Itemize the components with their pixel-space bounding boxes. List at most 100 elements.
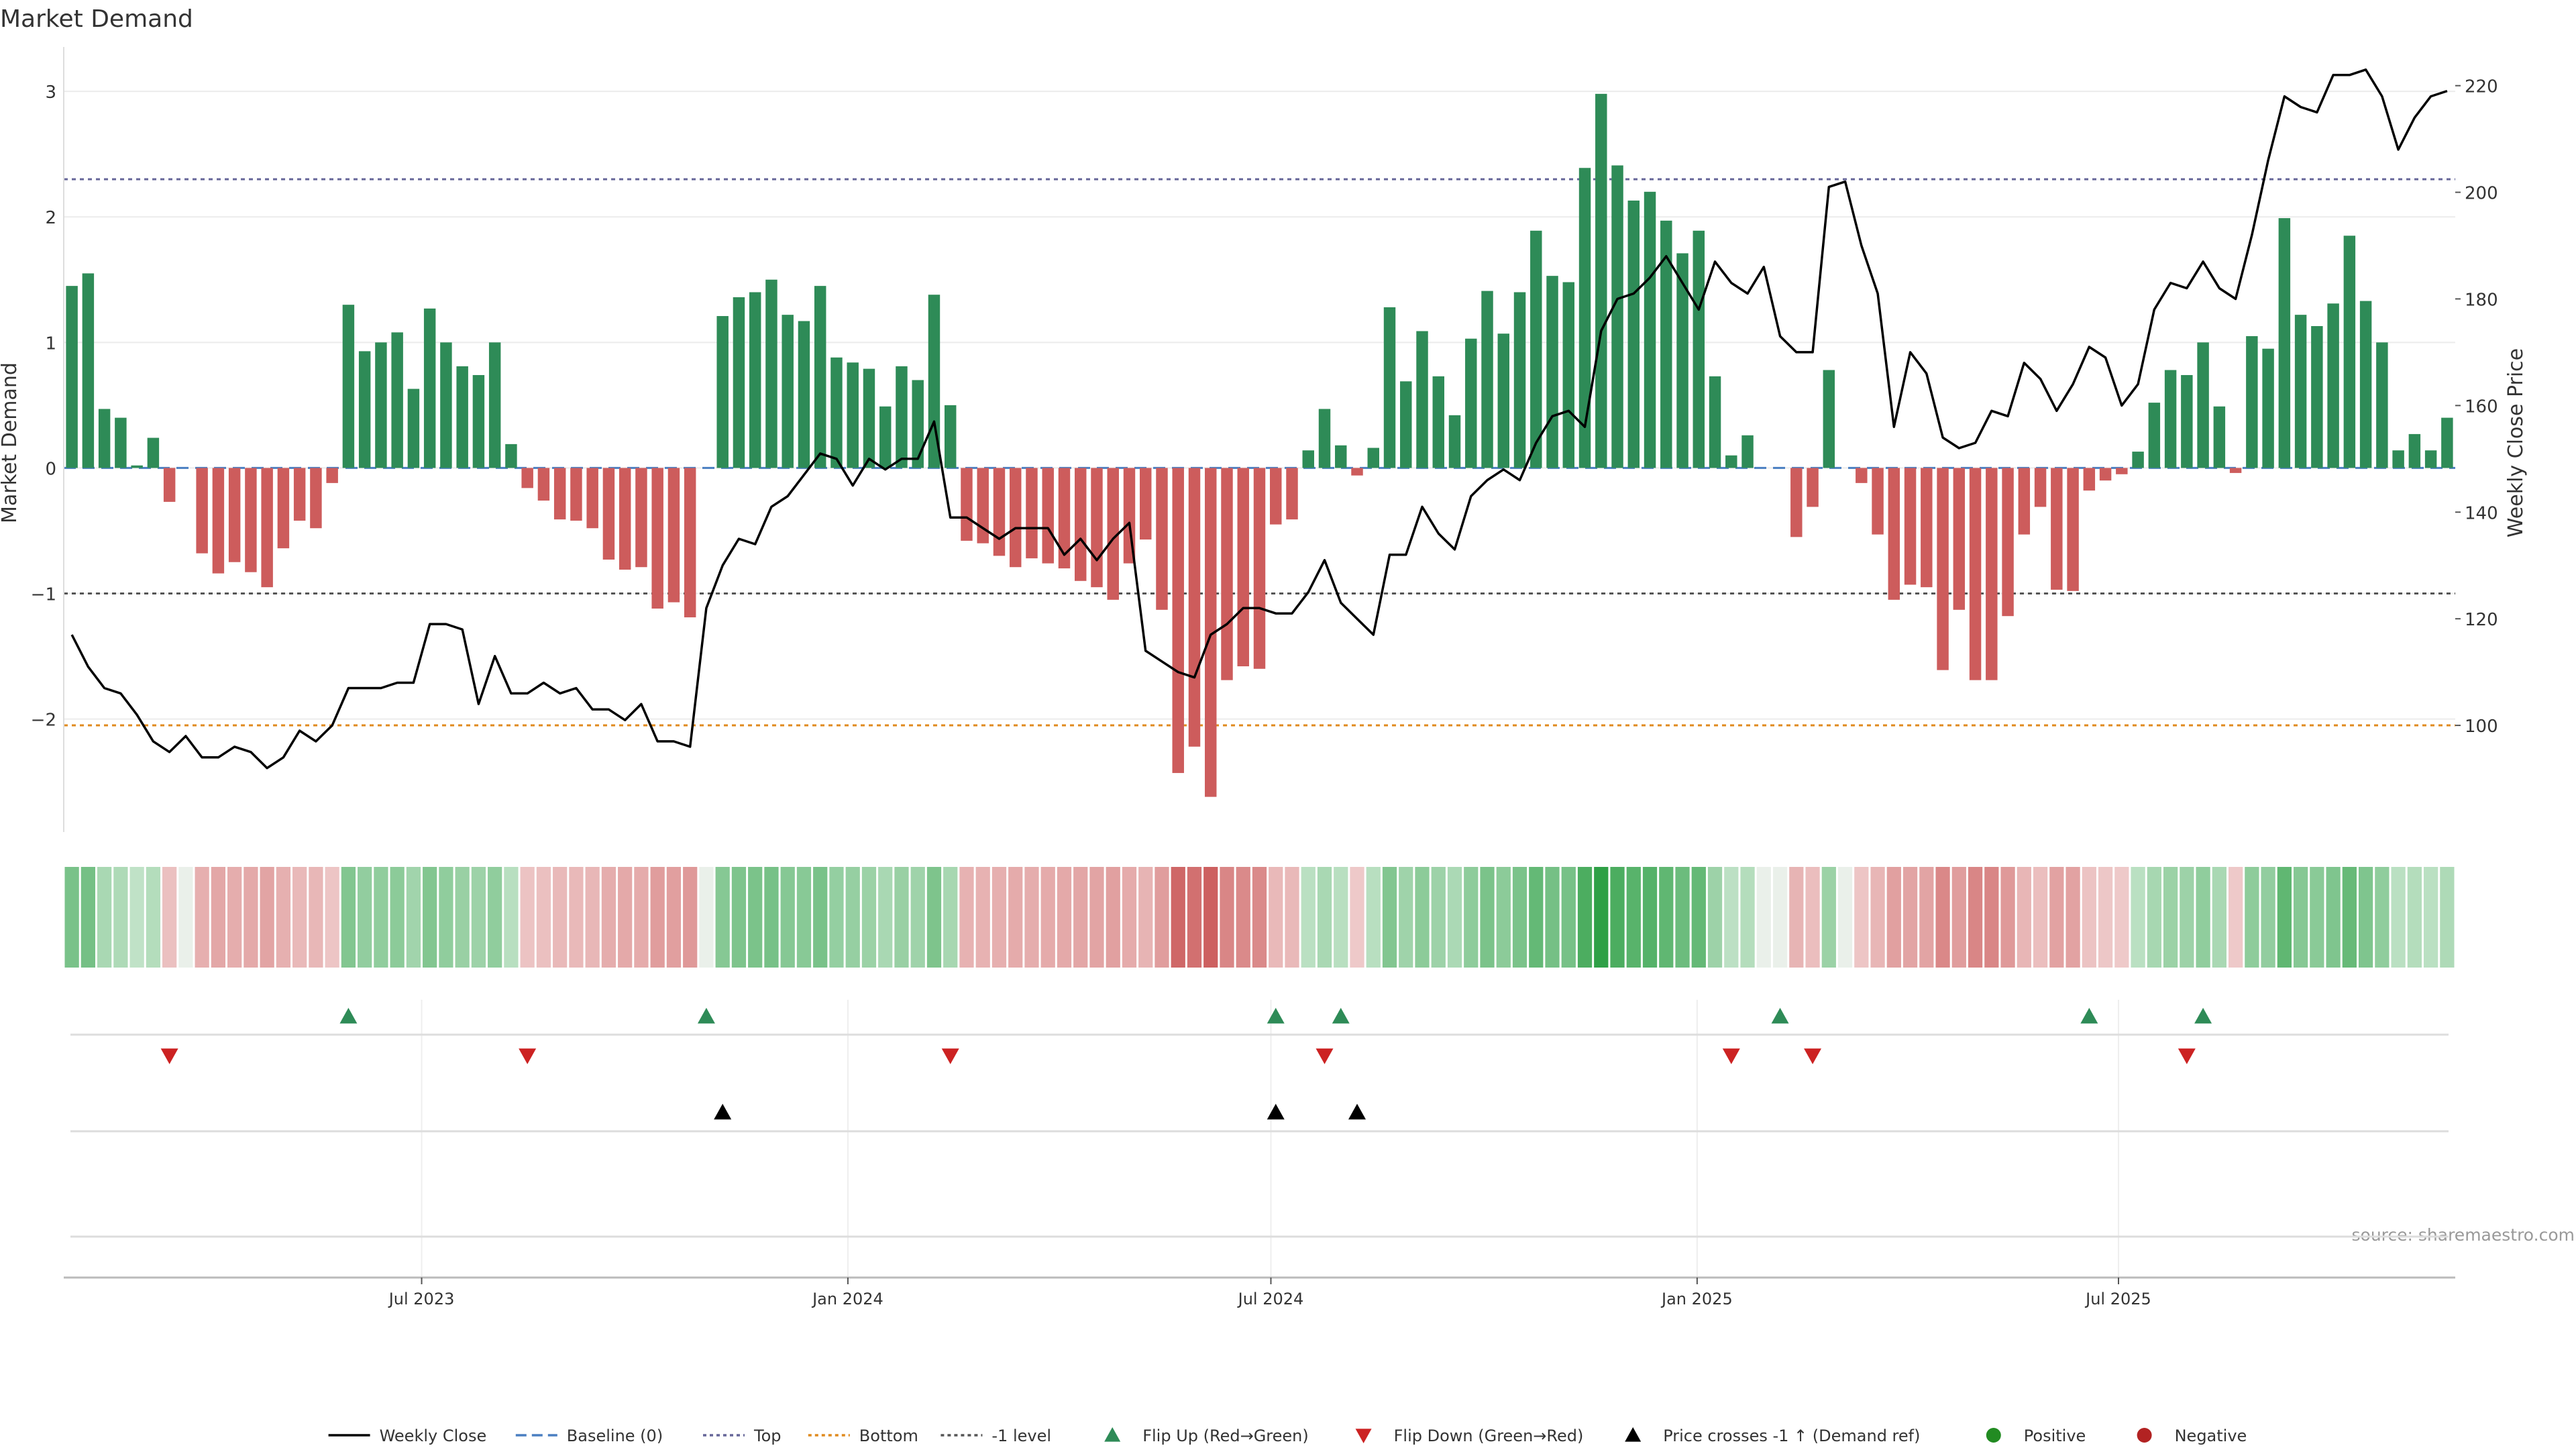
- demand-bar-positive: [407, 388, 420, 468]
- strip-cell: [829, 867, 844, 968]
- strip-cell: [1724, 867, 1739, 968]
- demand-bar-positive: [1448, 415, 1461, 468]
- demand-bar-positive: [505, 444, 517, 468]
- strip-cell: [1155, 867, 1169, 968]
- demand-bar-positive: [1432, 376, 1444, 468]
- demand-bar-negative: [521, 468, 533, 488]
- strip-cell: [1675, 867, 1690, 968]
- demand-bar-positive: [2132, 452, 2144, 468]
- chart-title: Market Demand: [0, 5, 193, 33]
- flip-up-marker: [1771, 1008, 1789, 1024]
- strip-cell: [260, 867, 274, 968]
- demand-bar-positive: [375, 342, 387, 468]
- strip-cell: [2245, 867, 2259, 968]
- strip-cell: [471, 867, 486, 968]
- strip-cell: [358, 867, 372, 968]
- strip-cell: [1902, 867, 1918, 968]
- price-cross-marker: [714, 1104, 732, 1120]
- demand-bar-negative: [1253, 468, 1266, 669]
- demand-bar-positive: [798, 321, 810, 468]
- demand-bar-positive: [1725, 455, 1737, 468]
- demand-bar-positive: [1383, 307, 1396, 468]
- demand-bar-negative: [1237, 468, 1249, 667]
- demand-bar-negative: [553, 468, 566, 520]
- strip-cell: [1837, 867, 1853, 968]
- strip-cell: [2407, 867, 2422, 968]
- strip-cell: [1252, 867, 1267, 968]
- price-cross-marker: [1348, 1104, 1366, 1120]
- legend--1-level-label: -1 level: [991, 1427, 1051, 1445]
- demand-bar-negative: [261, 468, 273, 588]
- demand-bar-negative: [228, 468, 241, 562]
- flip-down-marker: [519, 1048, 537, 1064]
- demand-bar-positive: [423, 308, 436, 468]
- y2-tick-label: 120: [2465, 610, 2498, 630]
- strip-cell: [634, 867, 649, 968]
- legend-flip-down-green-red-label: Flip Down (Green→Red): [1394, 1427, 1584, 1445]
- demand-bar-negative: [586, 468, 598, 529]
- x-tick-label: Jul 2025: [2084, 1290, 2151, 1308]
- strip-cell: [1187, 867, 1202, 968]
- y-tick-label: 0: [45, 459, 56, 479]
- demand-bar-positive: [1741, 435, 1754, 468]
- strip-cell: [1919, 867, 1934, 968]
- demand-bar-positive: [1481, 291, 1493, 468]
- demand-bar-negative: [2067, 468, 2079, 591]
- y-tick-label: 2: [45, 208, 56, 228]
- demand-bar-positive: [733, 297, 745, 468]
- strip-cell: [1740, 867, 1755, 968]
- strip-cell: [975, 867, 990, 968]
- demand-bar-positive: [1335, 445, 1347, 468]
- y2-tick-label: 200: [2465, 184, 2498, 204]
- strip-cell: [162, 867, 177, 968]
- strip-cell: [861, 867, 877, 968]
- flip-down-marker: [1804, 1048, 1822, 1064]
- demand-bar-positive: [1676, 253, 1688, 468]
- demand-bar-positive: [782, 315, 794, 468]
- demand-bar-negative: [1351, 468, 1363, 476]
- strip-cell: [1870, 867, 1885, 968]
- strip-cell: [2326, 867, 2341, 968]
- legend-negative-label: Negative: [2175, 1427, 2247, 1445]
- demand-bar-negative: [993, 468, 1006, 556]
- strip-cell: [1968, 867, 1983, 968]
- strip-cell: [569, 867, 584, 968]
- strip-cell: [813, 867, 828, 968]
- y2-tick-label: 100: [2465, 717, 2498, 737]
- legend-bottom-label: Bottom: [859, 1427, 918, 1445]
- demand-bar-positive: [131, 465, 143, 468]
- strip-cell: [1089, 867, 1104, 968]
- strip-cell: [894, 867, 909, 968]
- demand-bar-positive: [2213, 406, 2226, 468]
- demand-bar-positive: [2343, 236, 2356, 468]
- strip-cell: [227, 867, 242, 968]
- demand-bar-positive: [896, 366, 908, 468]
- strip-cell: [1756, 867, 1771, 968]
- strip-cell: [2423, 867, 2438, 968]
- demand-bar-negative: [537, 468, 550, 501]
- demand-bar-positive: [2392, 450, 2404, 468]
- demand-bar-positive: [488, 342, 501, 468]
- strip-cell: [64, 867, 79, 968]
- demand-bar-negative: [684, 468, 696, 618]
- strip-cell: [2163, 867, 2178, 968]
- legend-weekly-close-label: Weekly Close: [380, 1427, 487, 1445]
- x-tick-label: Jan 2024: [811, 1290, 883, 1308]
- demand-bar-positive: [2408, 433, 2421, 468]
- demand-bar-positive: [1465, 338, 1477, 468]
- demand-bar-positive: [716, 316, 729, 468]
- demand-bar-negative: [163, 468, 176, 502]
- strip-cell: [650, 867, 665, 968]
- strip-cell: [1691, 867, 1706, 968]
- demand-bar-positive: [944, 405, 957, 468]
- legend-top-label: Top: [753, 1427, 782, 1445]
- demand-bar-positive: [749, 292, 761, 468]
- strip-cell: [553, 867, 568, 968]
- demand-bar-negative: [1188, 468, 1201, 747]
- legend-negative-swatch: [2137, 1428, 2152, 1443]
- strip-cell: [2049, 867, 2064, 968]
- strip-cell: [1138, 867, 1153, 968]
- strip-cell: [926, 867, 942, 968]
- strip-cell: [1626, 867, 1641, 968]
- strip-cell: [455, 867, 470, 968]
